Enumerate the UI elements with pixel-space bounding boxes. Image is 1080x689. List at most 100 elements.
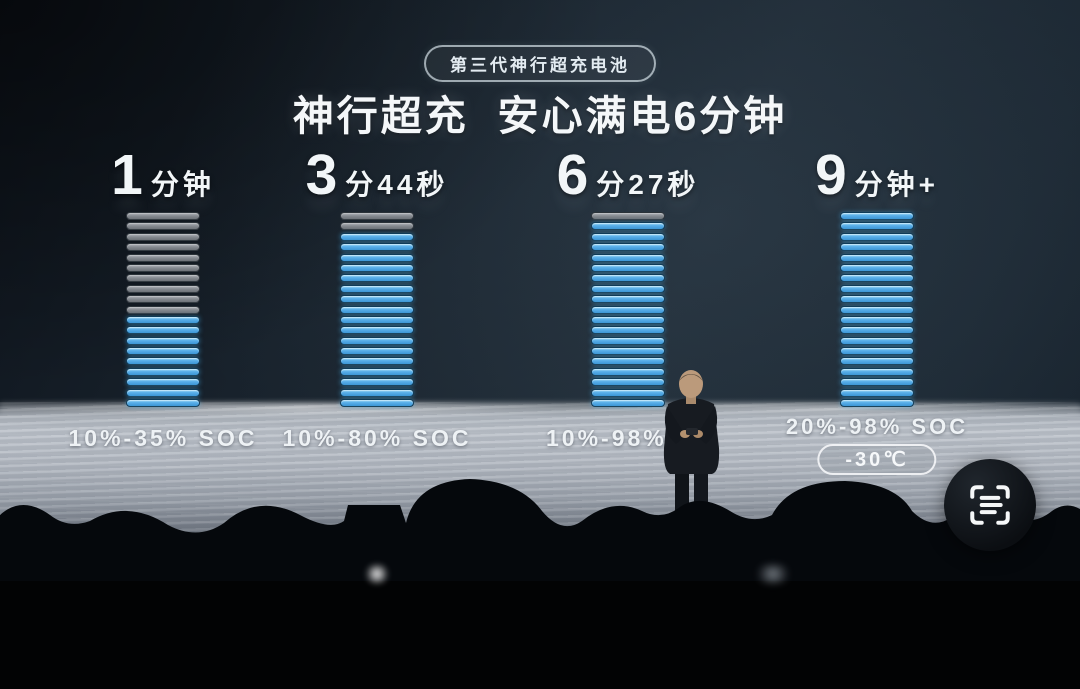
battery-bar-blue	[840, 212, 914, 220]
charge-time-unit: 分钟+	[854, 169, 940, 200]
charge-time-unit: 分27秒	[596, 169, 700, 200]
battery-bar-blue	[591, 388, 665, 397]
scan-text-button[interactable]	[944, 459, 1036, 551]
battery-bar-blue	[340, 243, 414, 252]
battery-bar-blue	[126, 378, 200, 387]
battery-column-4: 9 分钟+ 20%-98% SOC -30℃	[757, 142, 997, 502]
charge-time-number: 9	[814, 143, 848, 207]
soc-range-label: 20%-98% SOC	[785, 414, 969, 439]
battery-bar-blue	[840, 388, 914, 397]
battery-bar-blue	[840, 399, 914, 408]
battery-bar-gray	[126, 263, 200, 272]
battery-bar-blue	[340, 399, 414, 408]
battery-bar-gray	[126, 232, 200, 241]
battery-bar-blue	[591, 357, 665, 366]
battery-bar-blue	[340, 367, 414, 376]
battery-bar-gray	[340, 212, 414, 220]
battery-bar-blue	[840, 274, 914, 283]
battery-bar-blue	[591, 274, 665, 283]
battery-bar-blue	[591, 222, 665, 231]
charge-time-unit: 分钟	[150, 169, 215, 200]
battery-bar-blue	[840, 295, 914, 304]
presenter-clicker	[686, 428, 698, 435]
charge-time-label: 9 分钟+	[757, 142, 997, 208]
charge-time-label: 1 分钟	[43, 142, 283, 208]
battery-bar-blue	[591, 295, 665, 304]
slide-title: 神行超充 安心满电6分钟	[292, 93, 788, 139]
slide-badge: 第三代神行超充电池	[424, 45, 656, 82]
battery-bar-blue	[340, 295, 414, 304]
battery-bar-blue	[591, 315, 665, 324]
battery-bar-blue	[591, 378, 665, 387]
charge-time-number: 3	[305, 143, 339, 207]
battery-bar-blue	[591, 336, 665, 345]
battery-bar-blue	[340, 378, 414, 387]
charge-time-label: 6 分27秒	[508, 142, 748, 208]
battery-bar-blue	[840, 232, 914, 241]
battery-bar-blue	[340, 336, 414, 345]
battery-bar-blue	[840, 315, 914, 324]
presenter-neck	[686, 394, 696, 404]
battery-bar-blue	[591, 284, 665, 293]
battery-bar-gray	[126, 305, 200, 314]
battery-bar-blue	[340, 274, 414, 283]
battery-bar-blue	[591, 367, 665, 376]
charge-time-number: 6	[556, 143, 590, 207]
battery-bar-blue	[591, 347, 665, 356]
battery-bar-blue	[591, 399, 665, 408]
battery-bar-blue	[340, 305, 414, 314]
charge-time-unit: 分44秒	[345, 169, 449, 200]
battery-bar-blue	[340, 388, 414, 397]
soc-range-label: 10%-35% SOC	[68, 425, 258, 451]
battery-bar-blue	[126, 357, 200, 366]
battery-bar-blue	[840, 367, 914, 376]
scan-text-icon	[970, 485, 1010, 525]
battery-bar-blue	[840, 222, 914, 231]
presenter-hair	[679, 374, 703, 381]
battery-bar-blue	[840, 347, 914, 356]
presenter-head	[679, 370, 703, 398]
battery-bar-blue	[591, 243, 665, 252]
battery-bar-blue	[126, 388, 200, 397]
battery-bar-blue	[591, 232, 665, 241]
charge-time-label: 3 分44秒	[257, 142, 497, 208]
charge-time-number: 1	[111, 143, 144, 207]
battery-bar-gray	[126, 295, 200, 304]
battery-bar-gray	[126, 222, 200, 231]
battery-bar-blue	[126, 367, 200, 376]
battery-bar-gray	[126, 253, 200, 262]
battery-bar-blue	[840, 263, 914, 272]
battery-stack	[126, 212, 200, 409]
battery-bar-blue	[340, 253, 414, 262]
battery-column-2: 3 分44秒 10%-80% SOC	[257, 142, 497, 502]
battery-bar-blue	[126, 347, 200, 356]
battery-stack	[840, 212, 914, 409]
battery-bar-gray	[126, 284, 200, 293]
stage-light-glow	[752, 565, 794, 583]
soc-range-label: 10%-80% SOC	[282, 425, 472, 451]
battery-bar-blue	[591, 305, 665, 314]
stage-light-glow	[363, 564, 391, 584]
battery-bar-blue	[340, 263, 414, 272]
battery-bar-gray	[126, 212, 200, 220]
battery-bar-blue	[840, 284, 914, 293]
battery-bar-blue	[591, 326, 665, 335]
battery-bar-blue	[840, 253, 914, 262]
audience-silhouettes	[0, 479, 1080, 689]
foreground-black	[0, 581, 1080, 689]
battery-bar-blue	[840, 243, 914, 252]
battery-bar-blue	[840, 305, 914, 314]
battery-stack	[591, 212, 665, 409]
battery-bar-blue	[126, 336, 200, 345]
battery-bar-blue	[840, 326, 914, 335]
temperature-badge: -30℃	[817, 444, 937, 475]
battery-bar-blue	[840, 378, 914, 387]
battery-bar-blue	[340, 347, 414, 356]
battery-bar-blue	[126, 315, 200, 324]
battery-bar-blue	[340, 326, 414, 335]
battery-bar-gray	[126, 243, 200, 252]
battery-column-1: 1 分钟 10%-35% SOC	[43, 142, 283, 502]
battery-bar-gray	[591, 212, 665, 220]
battery-bar-blue	[340, 232, 414, 241]
